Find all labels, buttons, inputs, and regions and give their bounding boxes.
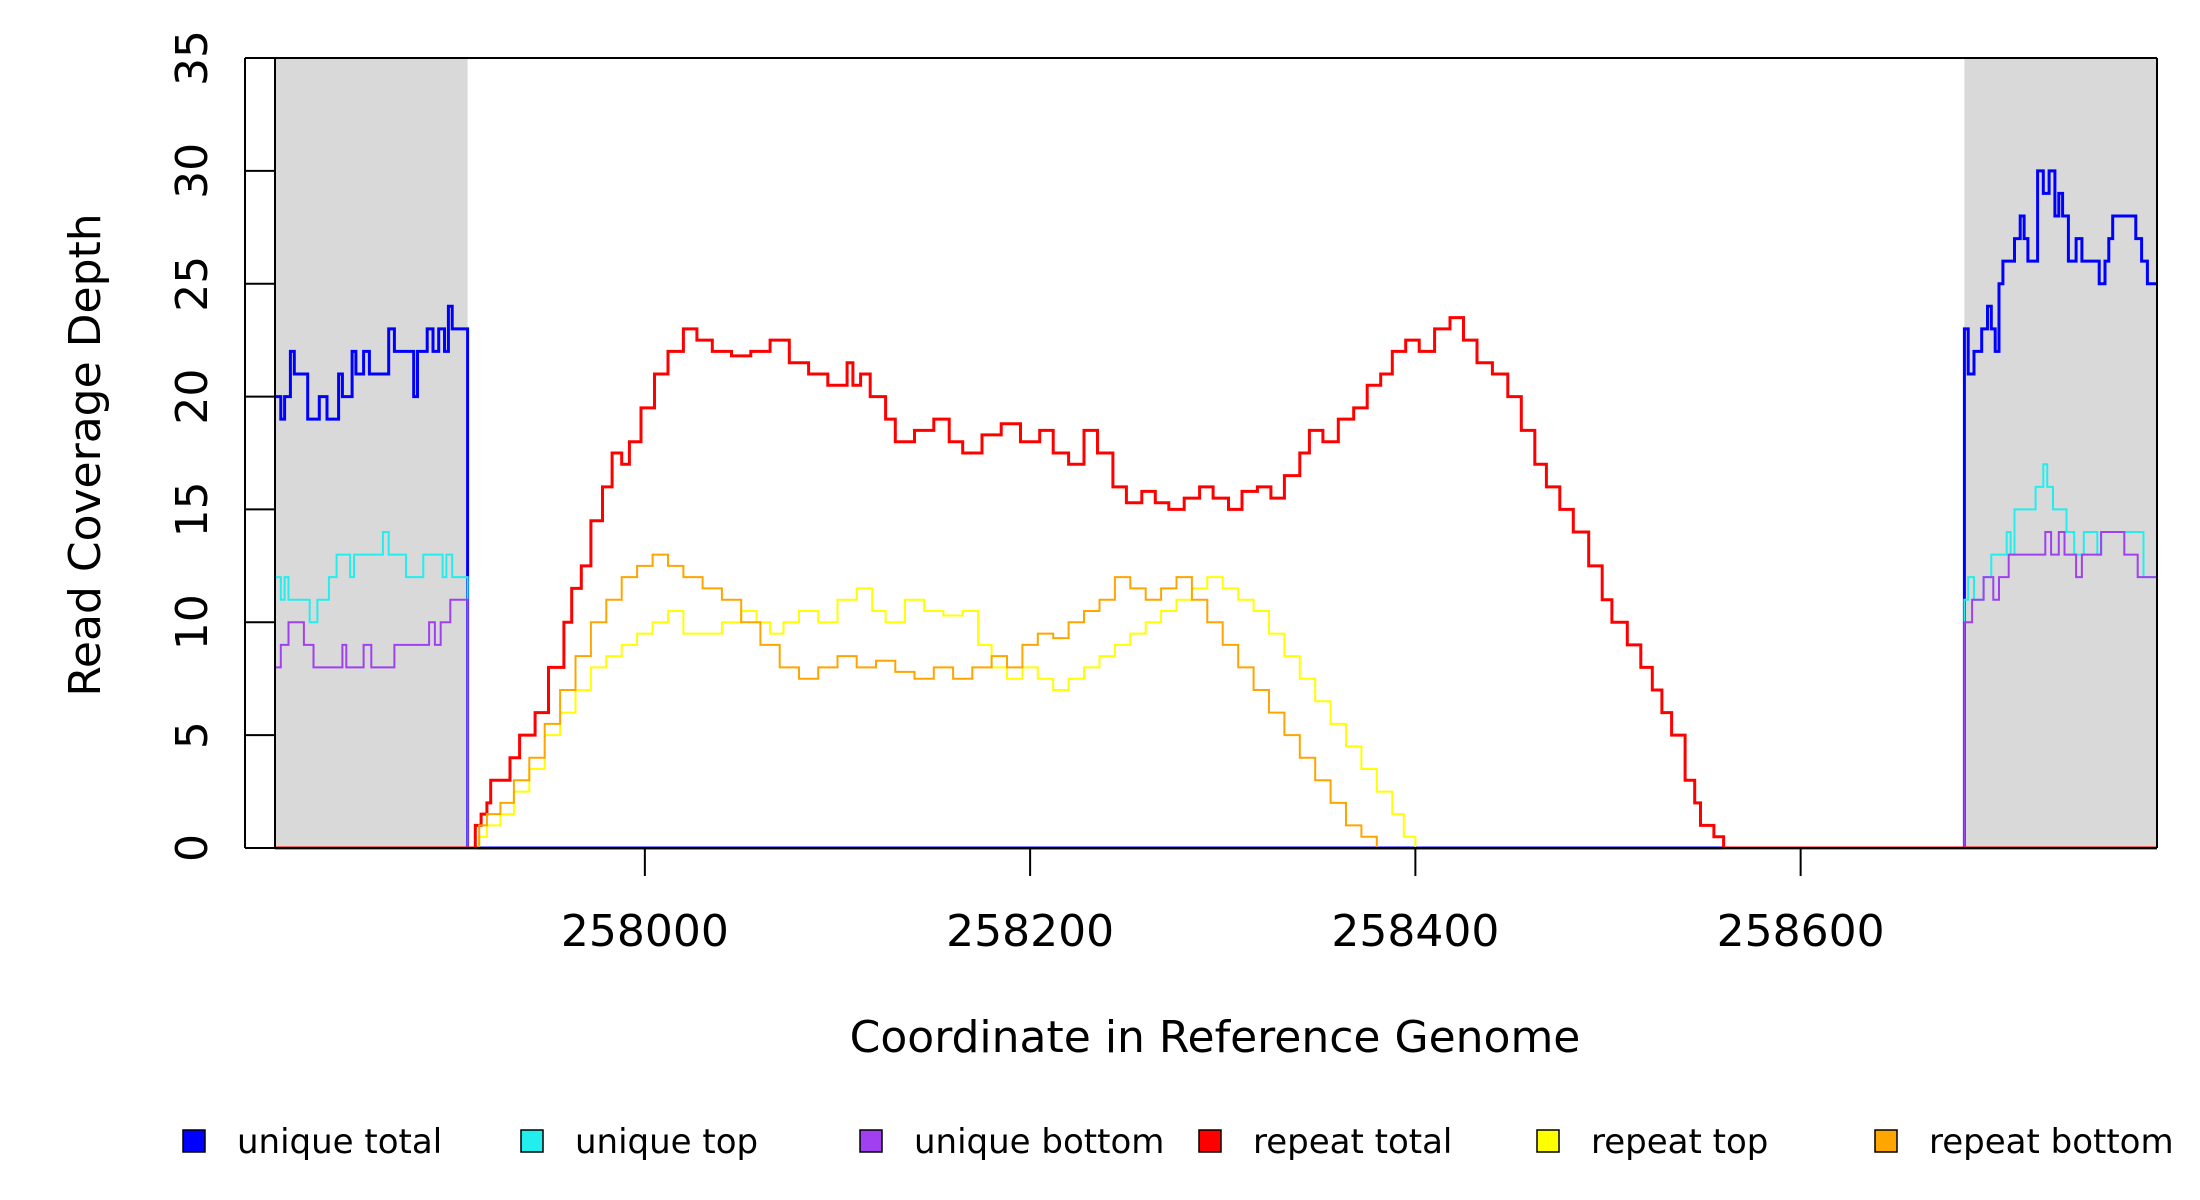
legend-label-unique-total: unique total [237, 1122, 442, 1162]
x-tick-label: 258200 [946, 906, 1114, 957]
x-axis-label: Coordinate in Reference Genome [850, 1012, 1581, 1063]
legend-label-repeat-total: repeat total [1253, 1122, 1452, 1162]
series-line-repeat-total [275, 316, 2157, 850]
y-tick-label: 0 [167, 834, 218, 862]
series-line-unique-total [275, 169, 2157, 850]
legend-swatch-unique-top [520, 1129, 544, 1153]
y-tick-label: 20 [167, 369, 218, 425]
shaded-region-1 [1964, 58, 2157, 848]
y-tick-label: 30 [167, 143, 218, 199]
legend: unique total unique top unique bottom repea… [182, 1122, 2174, 1162]
series-line-unique-top [275, 463, 2157, 849]
shaded-regions [275, 58, 2157, 848]
x-tick-label: 258600 [1717, 906, 1885, 957]
legend-label-repeat-top: repeat top [1591, 1122, 1768, 1162]
shaded-region-0 [275, 58, 468, 848]
legend-swatch-unique-total [182, 1129, 206, 1153]
legend-label-unique-top: unique top [575, 1122, 758, 1162]
y-tick-label: 10 [167, 594, 218, 650]
y-axis-label: Read Coverage Depth [60, 213, 111, 696]
axes: 0 5 10 15 20 25 30 35 258000 258200 258400 258600 [167, 30, 2158, 957]
series-line-unique-bottom [275, 531, 2157, 849]
legend-label-repeat-bottom: repeat bottom [1929, 1122, 2174, 1162]
y-tick-label: 15 [167, 481, 218, 537]
y-tick-label: 35 [167, 30, 218, 86]
x-tick-label: 258400 [1331, 906, 1499, 957]
y-tick-label: 25 [167, 256, 218, 312]
legend-swatch-repeat-total [1198, 1129, 1222, 1153]
legend-swatch-repeat-bottom [1874, 1129, 1898, 1153]
series-line-repeat-top [275, 576, 2157, 849]
series-line-repeat-bottom [275, 553, 2157, 849]
x-tick-label: 258000 [561, 906, 729, 957]
y-tick-label: 5 [167, 721, 218, 749]
series-lines [275, 169, 2157, 850]
legend-swatch-unique-bottom [859, 1129, 883, 1153]
legend-label-unique-bottom: unique bottom [914, 1122, 1164, 1162]
axis-labels: Coordinate in Reference Genome Read Cove… [60, 213, 1580, 1063]
legend-swatch-repeat-top [1536, 1129, 1560, 1153]
